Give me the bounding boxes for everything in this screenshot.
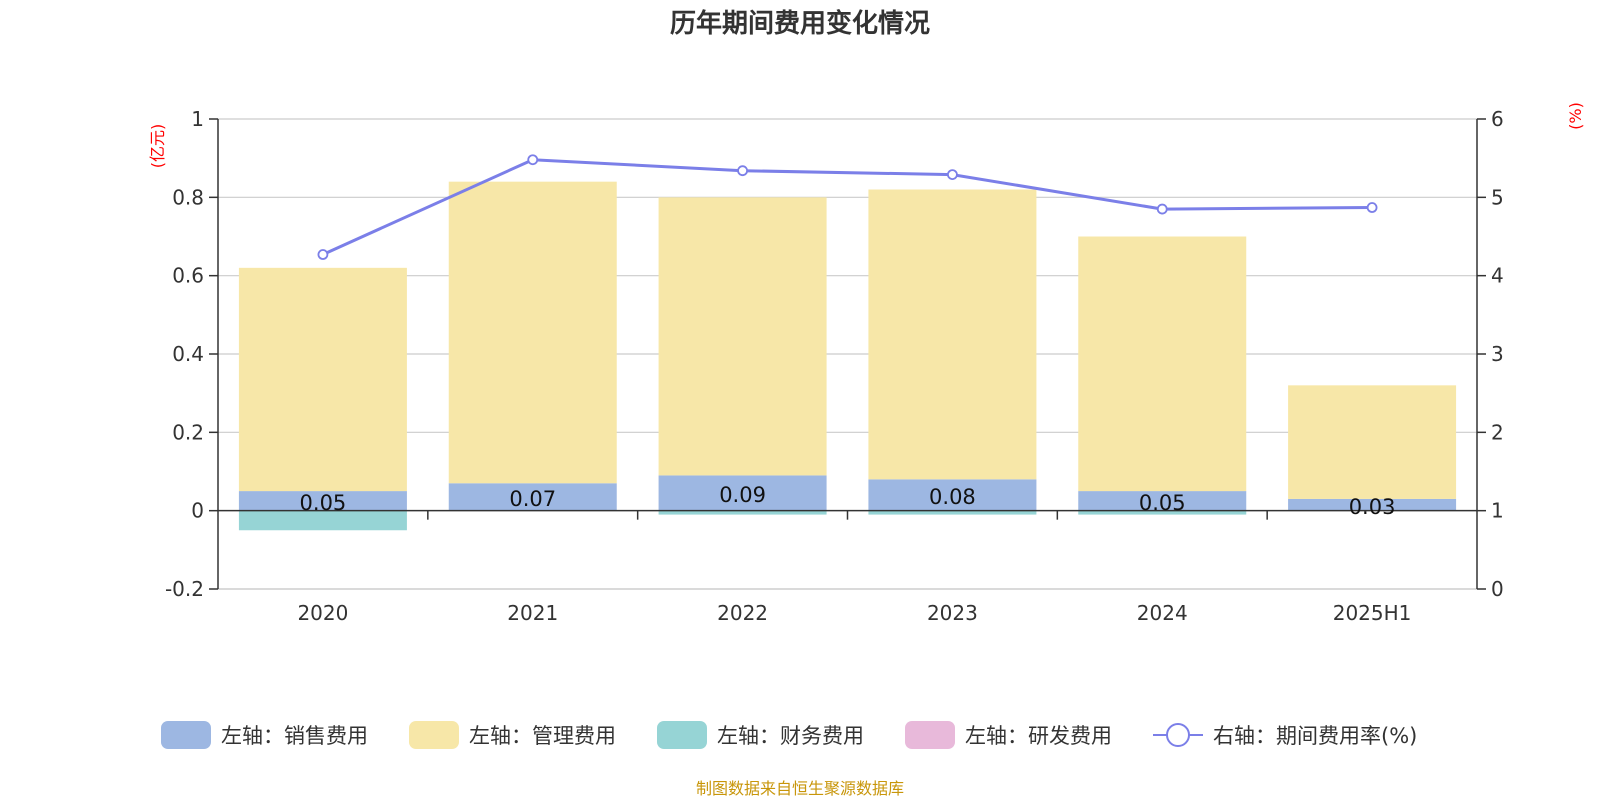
bar-segment [658, 475, 827, 511]
x-axis-tick-label: 2022 [717, 601, 768, 625]
bar-segment [238, 491, 407, 511]
bar-data-label: 0.07 [509, 487, 556, 511]
legend-label: 左轴：研发费用 [965, 724, 1112, 748]
left-axis-tick-label: 0.8 [172, 185, 204, 209]
right-axis-tick-label: 6 [1491, 107, 1504, 131]
left-axis-unit: (亿元) [148, 124, 167, 169]
right-axis-tick-label: 3 [1491, 342, 1504, 366]
chart-title: 历年期间费用变化情况 [670, 8, 930, 39]
expense-rate-polyline [322, 158, 1373, 256]
bar-data-label: 0.03 [1349, 495, 1396, 519]
left-axis-tick-label: 0.4 [172, 342, 204, 366]
bar-segment [1078, 491, 1247, 511]
line-point [1366, 202, 1378, 213]
left-axis-tick-label: 0 [191, 499, 204, 523]
legend-label: 左轴：财务费用 [717, 724, 864, 748]
legend-item[interactable]: 左轴：财务费用 [657, 721, 864, 749]
line-point [1156, 203, 1168, 215]
bar-segment [238, 510, 407, 531]
left-axis-tick-label: -0.2 [165, 577, 204, 601]
data-labels: 0.05 0.07 0.09 0.08 0.05 0.03 [300, 483, 1396, 519]
expense-rate-line [317, 154, 1378, 260]
legend-swatch [161, 721, 211, 749]
source-note: 制图数据来自恒生聚源数据库 [696, 779, 904, 798]
x-axis-tick-label: 2021 [507, 601, 558, 625]
legend-label: 左轴：管理费用 [469, 724, 616, 748]
line-point [737, 165, 748, 177]
bars [238, 181, 1457, 531]
right-axis-tick-label: 1 [1491, 499, 1504, 523]
bar-data-label: 0.08 [929, 485, 976, 509]
line-point [947, 169, 958, 181]
bar-segment [658, 510, 827, 515]
x-axis-tick-label: 2024 [1137, 601, 1188, 625]
bar-segment [868, 510, 1037, 515]
bar-segment [868, 189, 1037, 480]
right-axis-tick-label: 5 [1491, 185, 1504, 209]
bar-segment [1078, 236, 1247, 492]
bar-segment [658, 197, 827, 476]
bar-segment [448, 181, 617, 484]
bar-data-label: 0.09 [719, 483, 766, 507]
x-axis-tick-label: 2023 [927, 601, 978, 625]
legend-item[interactable]: 左轴：研发费用 [905, 721, 1112, 749]
line-point [527, 154, 539, 166]
legend-item[interactable]: 右轴：期间费用率(%) [1153, 723, 1417, 748]
right-axis-tick-label: 4 [1491, 264, 1504, 288]
legend-label: 左轴：销售费用 [221, 724, 368, 748]
x-axis-tick-label: 2025H1 [1333, 601, 1412, 625]
left-axis-tick-label: 0.6 [172, 264, 204, 288]
bar-segment [1288, 498, 1457, 511]
legend: 左轴：销售费用 左轴：管理费用 左轴：财务费用 左轴：研发费用 右轴：期间费用率(%) [161, 721, 1417, 749]
right-axis-tick-label: 2 [1491, 420, 1504, 444]
bar-segment [1078, 510, 1247, 515]
line-point [317, 249, 329, 260]
bar-segment [1288, 385, 1457, 499]
legend-item[interactable]: 左轴：销售费用 [161, 721, 368, 749]
bar-data-label: 0.05 [300, 491, 347, 515]
legend-swatch [657, 721, 707, 749]
legend-label: 右轴：期间费用率(%) [1213, 724, 1417, 748]
grid-lines [218, 118, 1477, 590]
bar-segment [868, 479, 1037, 511]
right-axis-tick-label: 0 [1491, 577, 1504, 601]
left-axis-tick-label: 0.2 [172, 420, 204, 444]
bar-data-label: 0.05 [1139, 491, 1186, 515]
left-axis-tick-label: 1 [191, 107, 204, 131]
legend-swatch [409, 721, 459, 749]
x-axis-tick-label: 2020 [297, 601, 348, 625]
legend-swatch [905, 721, 955, 749]
legend-item[interactable]: 左轴：管理费用 [409, 721, 616, 749]
axes: 1 0.8 0.6 0.4 0.2 0 -0.2 6 5 4 3 2 1 0 2020 2021 2022 202… [165, 107, 1504, 625]
right-axis-unit: (%) [1566, 102, 1585, 130]
legend-circle-marker [1166, 723, 1190, 747]
bar-segment [448, 483, 617, 511]
bar-segment [238, 267, 407, 492]
